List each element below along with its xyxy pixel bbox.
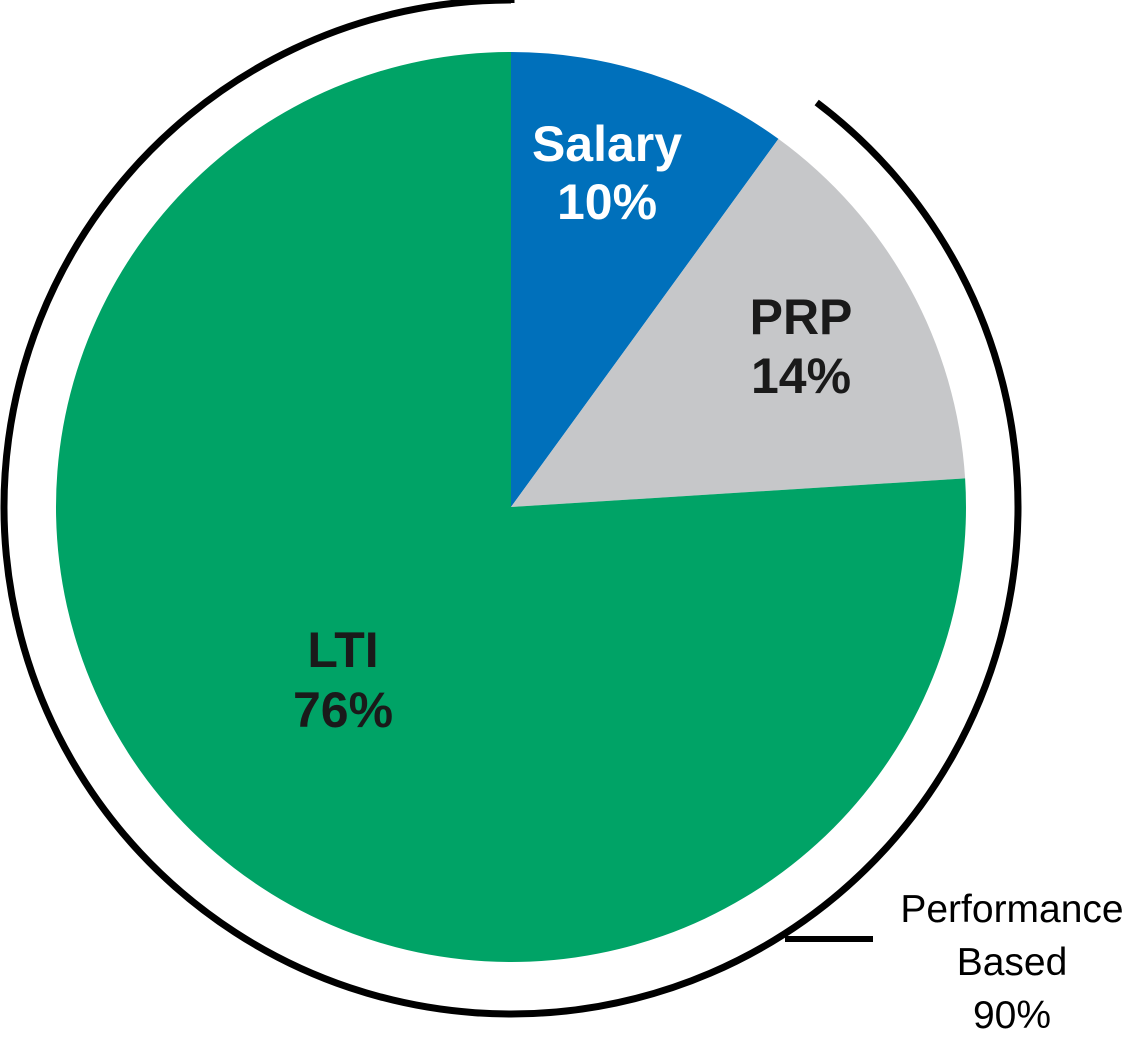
slice-labels: Salary 10% PRP 14% LTI 76% [293, 116, 852, 738]
slice-label-salary-name: Salary [532, 116, 682, 172]
pie-slice-lti [55, 52, 966, 962]
annotation-line-1: Performance [900, 888, 1123, 931]
annotation-line-3: 90% [973, 994, 1051, 1037]
annotation-line-2: Based [957, 941, 1068, 984]
pie-slice-salary [511, 52, 779, 507]
slice-label-salary-value: 10% [557, 174, 657, 230]
slice-label-lti-value: 76% [293, 682, 393, 738]
slice-label-lti-name: LTI [307, 622, 378, 678]
performance-based-bracket [0, 0, 1022, 1018]
pie-slice-prp [511, 138, 966, 507]
bracket-arc [0, 0, 1022, 1018]
performance-based-annotation: Performance Based 90% [900, 888, 1123, 1037]
slice-label-prp-name: PRP [750, 289, 853, 345]
pie-slices [55, 52, 966, 962]
slice-label-prp-value: 14% [751, 348, 851, 404]
